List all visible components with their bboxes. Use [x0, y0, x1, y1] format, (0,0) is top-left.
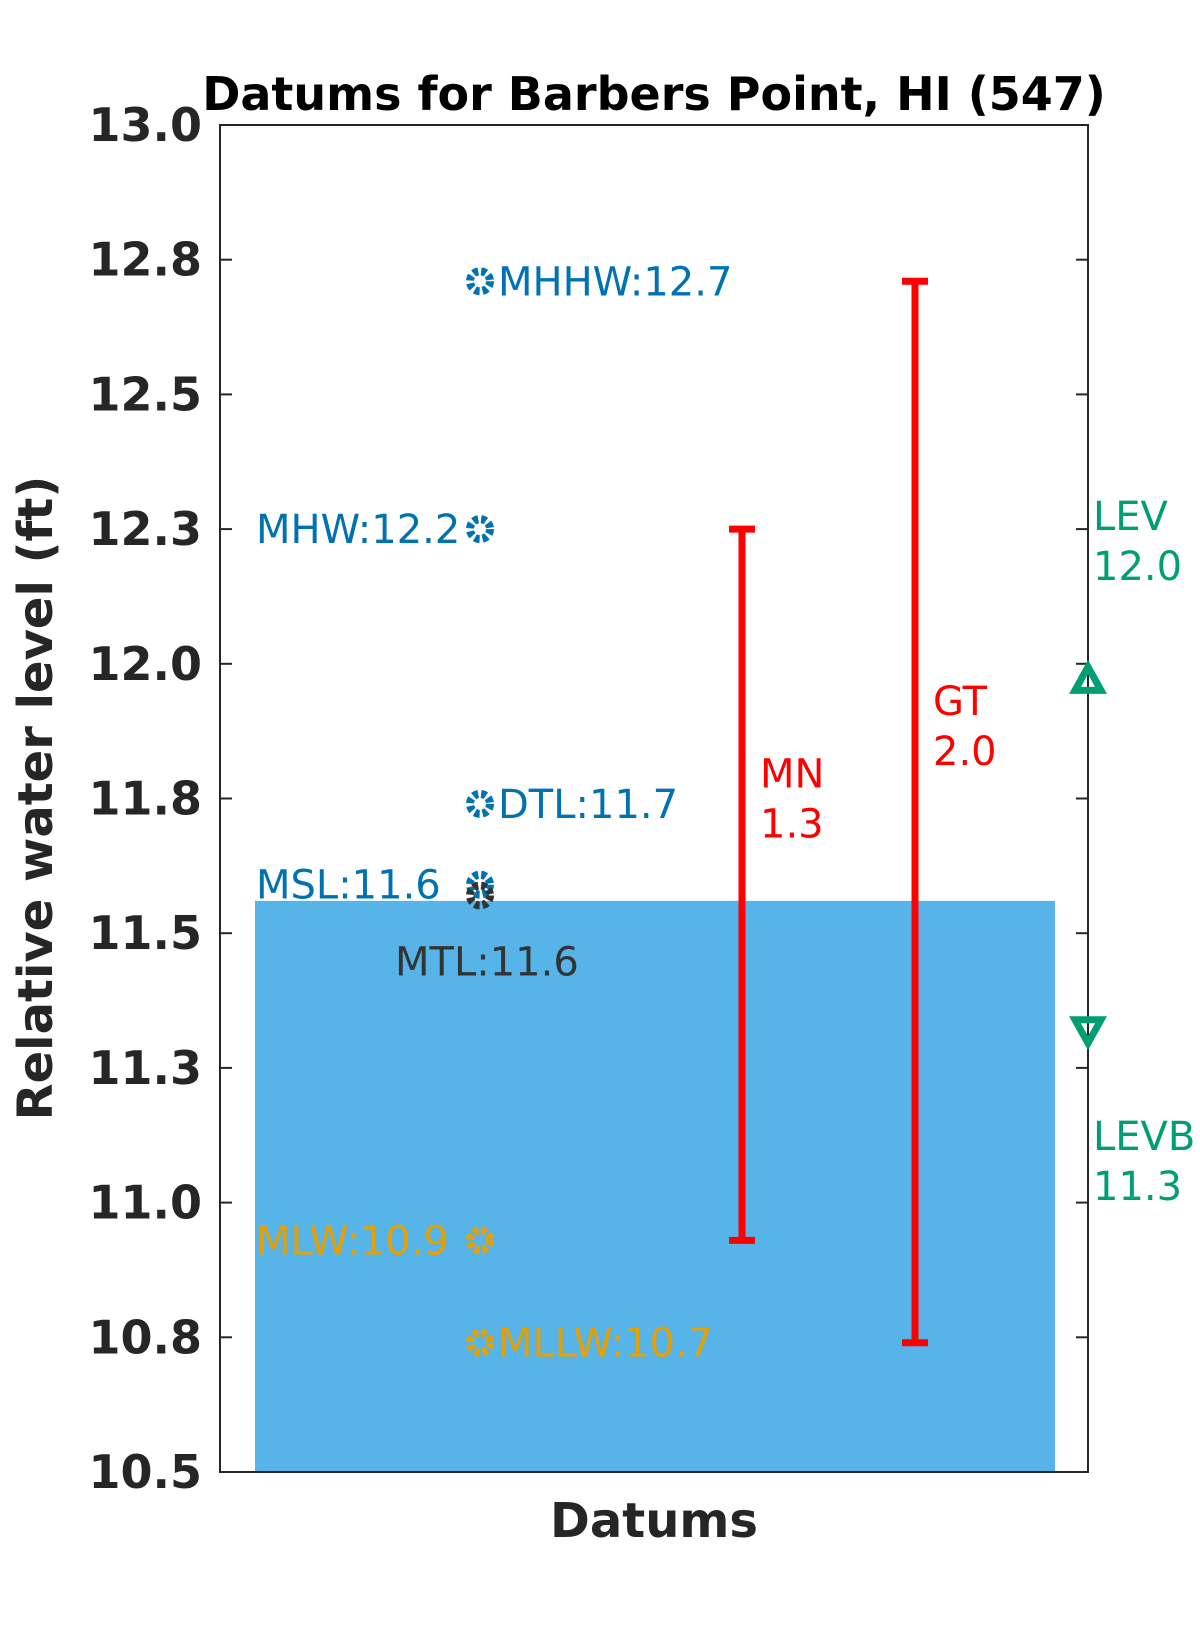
datum-point-mhw: [466, 515, 494, 544]
y-tick-label: 12.3: [89, 502, 203, 556]
datum-label-mhw: MHW:12.2: [256, 507, 460, 553]
datum-label-mtl: MTL:11.6: [395, 939, 579, 985]
datum-point-mllw: [466, 1328, 494, 1357]
extreme-label-levb: LEVB: [1093, 1114, 1195, 1160]
datum-point-mhhw: [466, 267, 494, 296]
datum-point-mtl: [466, 881, 494, 910]
range-value-mn: 1.3: [760, 802, 824, 848]
range-label-gt: GT: [933, 679, 988, 725]
y-tick-label: 13.0: [89, 98, 203, 152]
y-tick-label: 12.0: [89, 637, 203, 691]
water-level-fill: [255, 900, 1055, 1472]
y-tick-label: 12.5: [89, 367, 203, 421]
y-tick-label: 11.8: [89, 772, 203, 826]
datum-point-dtl: [466, 789, 494, 818]
extreme-marker-lev: [1069, 659, 1107, 694]
y-axis-label: Relative water level (ft): [8, 476, 64, 1121]
datum-label-mllw: MLLW:10.7: [498, 1321, 713, 1367]
y-tick-label: 11.0: [89, 1176, 203, 1230]
datum-label-mhhw: MHHW:12.7: [498, 259, 732, 305]
extreme-label-lev: LEV: [1093, 494, 1169, 540]
y-tick-label: 10.8: [89, 1310, 203, 1364]
datum-label-msl: MSL:11.6: [256, 863, 441, 909]
extreme-marker-levb: [1069, 1016, 1107, 1051]
extreme-value-levb: 11.3: [1093, 1164, 1182, 1210]
y-tick-label: 11.5: [89, 906, 203, 960]
y-tick-label: 12.8: [89, 233, 203, 287]
range-label-mn: MN: [760, 752, 824, 798]
datum-label-dtl: DTL:11.7: [498, 782, 678, 828]
range-value-gt: 2.0: [933, 729, 997, 775]
datum-point-mlw: [466, 1226, 494, 1255]
datum-label-mlw: MLW:10.9: [256, 1218, 449, 1264]
chart-title: Datums for Barbers Point, HI (547): [202, 67, 1106, 121]
y-tick-label: 11.3: [89, 1041, 203, 1095]
extreme-value-lev: 12.0: [1093, 544, 1182, 590]
y-tick-label: 10.5: [89, 1445, 203, 1499]
x-axis-label: Datums: [550, 1493, 758, 1549]
datum-point-msl: [466, 870, 494, 899]
